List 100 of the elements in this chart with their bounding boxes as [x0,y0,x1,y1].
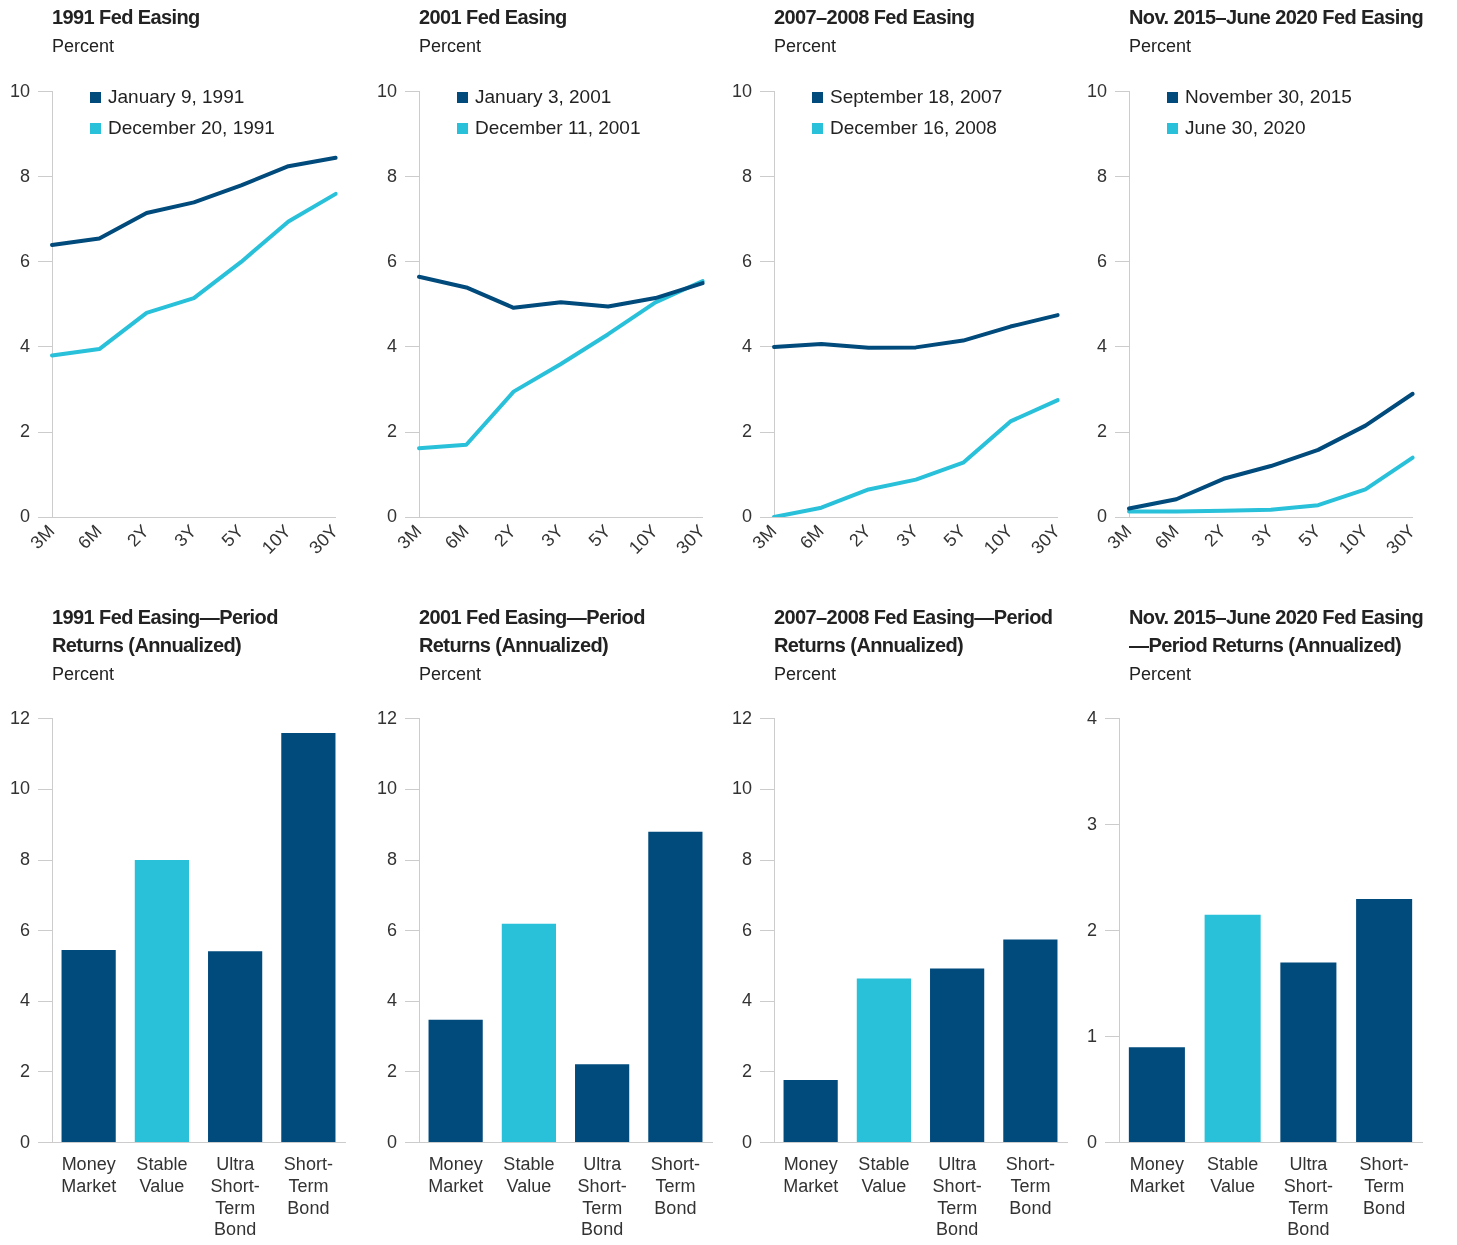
y-tick-label: 8 [20,165,31,186]
x-tick-label: Stable Value [1207,1154,1259,1196]
x-tick-label: Short-Term Bond [1005,1154,1055,1218]
x-tick-label: 6M [440,520,473,553]
x-tick-label: 2Y [490,520,520,551]
bar [575,1064,630,1143]
chart-title: 2001 Fed Easing—Period Returns (Annualized) [419,605,646,658]
x-tick-label: 10Y [257,520,295,558]
y-tick-label: 0 [387,1131,398,1152]
y-tick-label: 0 [1087,1131,1098,1152]
y-tick-label: 12 [731,707,753,728]
y-tick-label: 6 [742,919,753,940]
x-tick-label: 30Y [1027,520,1065,558]
bar [648,831,703,1143]
y-tick-label: 8 [742,849,753,870]
y-tick-label: 10 [376,778,398,799]
x-tick-label: Ultra Short-Term Bond [1283,1154,1333,1240]
legend-label: December 11, 2001 [475,117,641,140]
x-tick-label: Money Market [428,1154,484,1196]
x-tick-label: 2Y [123,520,153,551]
chart-title: Nov. 2015–June 2020 Fed Easing—Period Returns (Annualized) [1129,605,1424,658]
y-tick-label: 6 [20,250,31,271]
y-tick-label: 2 [387,420,398,441]
y-tick-label: 4 [742,335,753,356]
chart-title: Nov. 2015–June 2020 Fed Easing [1129,5,1424,30]
y-tick-label: 4 [387,990,398,1011]
bar [61,950,116,1143]
x-tick-label: 10Y [1334,520,1372,558]
y-tick-label: 4 [20,335,31,356]
y-tick-label: 10 [9,778,31,799]
chart-title: 2007–2008 Fed Easing—Period Returns (Annualized) [774,605,1054,658]
x-tick-label: 5Y [939,520,970,551]
legend-label: September 18, 2007 [830,86,1003,109]
y-tick-label: 6 [742,250,753,271]
x-tick-label: 3Y [537,520,568,551]
y-tick-label: 4 [20,990,31,1011]
x-tick-label: 5Y [584,520,615,551]
x-tick-label: 10Y [624,520,662,558]
chart-subtitle: Percent [52,663,116,686]
y-tick-label: 3 [1087,813,1098,834]
y-tick-label: 1 [1087,1025,1098,1046]
y-tick-label: 0 [742,506,753,527]
legend-label: November 30, 2015 [1185,86,1352,109]
x-tick-label: Money Market [1129,1154,1185,1196]
x-tick-label: Ultra Short-Term Bond [932,1154,982,1240]
y-tick-label: 2 [1087,919,1098,940]
y-tick-label: 6 [1097,250,1108,271]
x-tick-label: 6M [73,520,106,553]
x-tick-label: Short-Term Bond [283,1154,333,1218]
bar [1204,914,1261,1143]
x-tick-label: Money Market [61,1154,117,1196]
bar [208,951,263,1143]
x-tick-label: 6M [795,520,828,553]
x-tick-label: Short-Term Bond [650,1154,700,1218]
bar [1280,962,1337,1143]
x-tick-label: Ultra Short-Term Bond [210,1154,260,1240]
y-tick-label: 10 [9,80,31,101]
chart-subtitle: Percent [1129,663,1193,686]
y-tick-label: 6 [20,919,31,940]
y-tick-label: 4 [1097,335,1108,356]
x-tick-label: 3Y [170,520,201,551]
bar [428,1019,483,1143]
x-tick-label: 30Y [1382,520,1420,558]
chart-title: 2007–2008 Fed Easing [774,5,976,30]
legend-label: January 3, 2001 [475,86,612,109]
y-tick-label: 2 [742,420,753,441]
y-tick-label: 0 [20,1131,31,1152]
x-tick-label: 3Y [1247,520,1278,551]
x-tick-label: 5Y [1294,520,1325,551]
y-tick-label: 10 [731,80,753,101]
y-tick-label: 10 [1086,80,1108,101]
y-tick-label: 12 [376,707,398,728]
chart-subtitle: Percent [419,663,483,686]
chart-title: 1991 Fed Easing [52,5,201,30]
chart-subtitle: Percent [774,35,838,58]
y-tick-label: 10 [731,778,753,799]
chart-subtitle: Percent [774,663,838,686]
x-tick-label: 2Y [845,520,875,551]
y-tick-label: 4 [1087,707,1098,728]
x-tick-label: Stable Value [503,1154,555,1196]
y-tick-label: 0 [742,1131,753,1152]
bar [281,732,336,1143]
x-tick-label: 2Y [1200,520,1230,551]
y-tick-label: 0 [20,506,31,527]
x-tick-label: Stable Value [136,1154,188,1196]
bar [856,978,911,1143]
legend-label: January 9, 1991 [108,86,245,109]
chart-title: 2001 Fed Easing [419,5,568,30]
x-tick-label: Stable Value [858,1154,910,1196]
y-tick-label: 0 [387,506,398,527]
y-tick-label: 0 [1097,506,1108,527]
legend-label: December 20, 1991 [108,117,275,140]
chart-subtitle: Percent [1129,35,1193,58]
bar [1128,1047,1185,1143]
y-tick-label: 2 [20,420,31,441]
y-tick-label: 8 [1097,165,1108,186]
y-tick-label: 12 [9,707,31,728]
y-tick-label: 2 [742,1060,753,1081]
bar [134,860,189,1143]
bar [1356,898,1413,1143]
